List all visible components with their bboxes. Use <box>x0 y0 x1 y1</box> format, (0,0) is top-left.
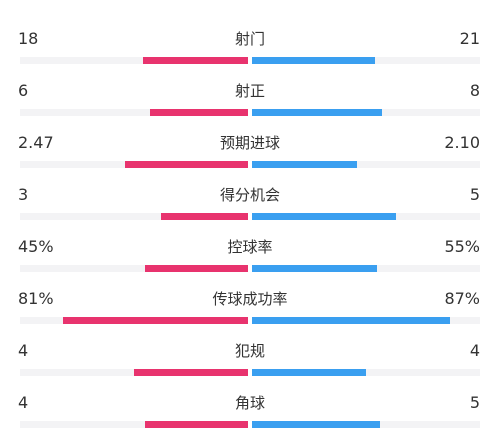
home-bar-track <box>20 369 248 376</box>
home-bar-track <box>20 213 248 220</box>
stat-label: 射正 <box>234 82 265 100</box>
away-bar-track <box>252 421 480 428</box>
home-value: 4 <box>18 393 29 412</box>
stat-row-shots: 18 射门 21 <box>0 20 500 72</box>
away-bar <box>252 265 378 272</box>
home-bar <box>124 161 248 168</box>
home-bar-track <box>20 57 248 64</box>
away-value: 55% <box>444 237 480 256</box>
stat-row-corners: 4 角球 5 <box>0 384 500 436</box>
away-bar <box>252 109 382 116</box>
away-bar <box>252 421 380 428</box>
home-value: 4 <box>18 341 29 360</box>
home-bar <box>149 109 248 116</box>
away-bar <box>252 161 357 168</box>
away-bar-track <box>252 109 480 116</box>
home-bar-track <box>20 421 248 428</box>
away-bar-track <box>252 161 480 168</box>
home-value: 3 <box>18 185 29 204</box>
stat-label: 射门 <box>234 30 265 48</box>
home-bar <box>161 213 248 220</box>
away-value: 87% <box>444 289 480 308</box>
away-bar-track <box>252 57 480 64</box>
away-value: 5 <box>469 185 480 204</box>
stat-row-possession: 45% 控球率 55% <box>0 228 500 280</box>
away-value: 4 <box>469 341 480 360</box>
away-value: 21 <box>459 29 480 48</box>
away-bar-track <box>252 213 480 220</box>
home-value: 2.47 <box>18 133 54 152</box>
stat-label: 预期进球 <box>219 134 280 152</box>
home-bar-track <box>20 161 248 168</box>
home-bar <box>145 421 248 428</box>
away-bar-track <box>252 265 480 272</box>
away-bar <box>252 369 366 376</box>
home-bar <box>143 57 248 64</box>
stat-row-fouls: 4 犯规 4 <box>0 332 500 384</box>
away-bar-track <box>252 317 480 324</box>
away-bar <box>252 57 376 64</box>
home-bar <box>63 317 248 324</box>
home-value: 81% <box>18 289 54 308</box>
away-bar <box>252 213 396 220</box>
away-bar <box>252 317 451 324</box>
stat-label: 犯规 <box>234 342 265 360</box>
away-bar-track <box>252 369 480 376</box>
home-bar <box>134 369 248 376</box>
home-value: 45% <box>18 237 54 256</box>
away-value: 8 <box>469 81 480 100</box>
stat-label: 传球成功率 <box>212 290 288 308</box>
stat-row-pass-accuracy: 81% 传球成功率 87% <box>0 280 500 332</box>
home-value: 6 <box>18 81 29 100</box>
home-bar <box>145 265 248 272</box>
away-value: 5 <box>469 393 480 412</box>
stat-label: 控球率 <box>227 238 273 256</box>
stat-row-shots-on-target: 6 射正 8 <box>0 72 500 124</box>
stat-row-expected-goals: 2.47 预期进球 2.10 <box>0 124 500 176</box>
home-bar-track <box>20 317 248 324</box>
stat-label: 得分机会 <box>219 186 280 204</box>
away-value: 2.10 <box>444 133 480 152</box>
home-bar-track <box>20 265 248 272</box>
stat-label: 角球 <box>234 394 265 412</box>
stat-row-big-chances: 3 得分机会 5 <box>0 176 500 228</box>
home-bar-track <box>20 109 248 116</box>
home-value: 18 <box>18 29 39 48</box>
